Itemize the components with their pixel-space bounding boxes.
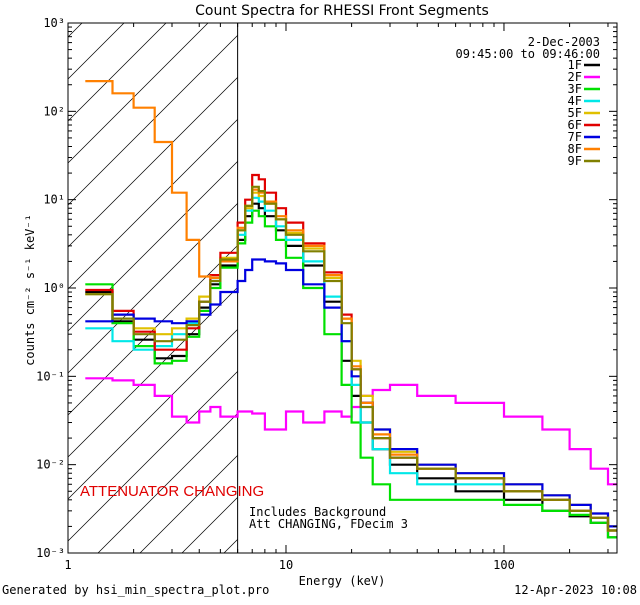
legend-label-8F: 8F <box>568 142 582 156</box>
legend-label-5F: 5F <box>568 106 582 120</box>
series-8F <box>85 80 617 532</box>
hatch-line <box>97 412 238 553</box>
y-tick-label: 10⁻¹ <box>36 369 65 383</box>
series-7F <box>85 258 617 528</box>
legend-label-6F: 6F <box>568 118 582 132</box>
legend-label-1F: 1F <box>568 58 582 72</box>
x-axis-label: Energy (keV) <box>299 574 386 588</box>
chart-title: Count Spectra for RHESSI Front Segments <box>195 3 489 19</box>
timestamp-label: 12-Apr-2023 10:08 <box>514 583 637 597</box>
y-tick-label: 10³ <box>43 16 65 30</box>
background-annotation: Includes Background <box>249 505 386 519</box>
legend-label-7F: 7F <box>568 130 582 144</box>
y-tick-label: 10² <box>43 104 65 118</box>
time-range-label: 09:45:00 to 09:46:00 <box>456 47 601 61</box>
hatch-line <box>68 118 238 290</box>
series-9F <box>85 185 617 532</box>
hatch-line <box>68 370 238 542</box>
attenuator-annotation: ATTENUATOR CHANGING <box>80 483 264 500</box>
att-status-annotation: Att CHANGING, FDecim 3 <box>249 517 408 531</box>
hatch-line <box>68 23 125 80</box>
y-tick-label: 10¹ <box>43 193 65 207</box>
y-tick-label: 10⁻² <box>36 458 65 472</box>
generated-by-label: Generated by hsi_min_spectra_plot.pro <box>2 583 269 597</box>
hatch-line <box>308 0 640 553</box>
y-tick-label: 10⁻³ <box>36 546 65 560</box>
hatch-line <box>68 34 238 206</box>
legend-label-2F: 2F <box>568 70 582 84</box>
hatch-line <box>68 202 238 374</box>
hatch-line <box>68 23 209 164</box>
hatch-line <box>68 160 238 332</box>
series-layer <box>85 80 617 539</box>
hatch-line <box>68 244 238 416</box>
date-label: 2-Dec-2003 <box>528 35 600 49</box>
attenuator-hatch <box>68 0 640 553</box>
hatch-line <box>68 23 167 122</box>
x-tick-label: 10 <box>279 558 293 572</box>
legend-label-4F: 4F <box>568 94 582 108</box>
hatch-line <box>266 0 640 553</box>
axes: 1 10 100 10⁻³ 10⁻² 10⁻¹ 10⁰ 10¹ 10² 10³ <box>36 16 617 572</box>
hatch-line <box>68 328 238 500</box>
legend-label-3F: 3F <box>568 82 582 96</box>
legend-label-9F: 9F <box>568 154 582 168</box>
y-axis-label: counts cm⁻² s⁻¹ keV⁻¹ <box>23 214 37 366</box>
hatch-line <box>68 286 238 458</box>
hatch-line <box>350 0 640 553</box>
x-tick-label: 100 <box>493 558 515 572</box>
y-tick-label: 10⁰ <box>43 281 65 295</box>
series-2F <box>85 377 617 486</box>
x-tick-label: 1 <box>64 558 71 572</box>
